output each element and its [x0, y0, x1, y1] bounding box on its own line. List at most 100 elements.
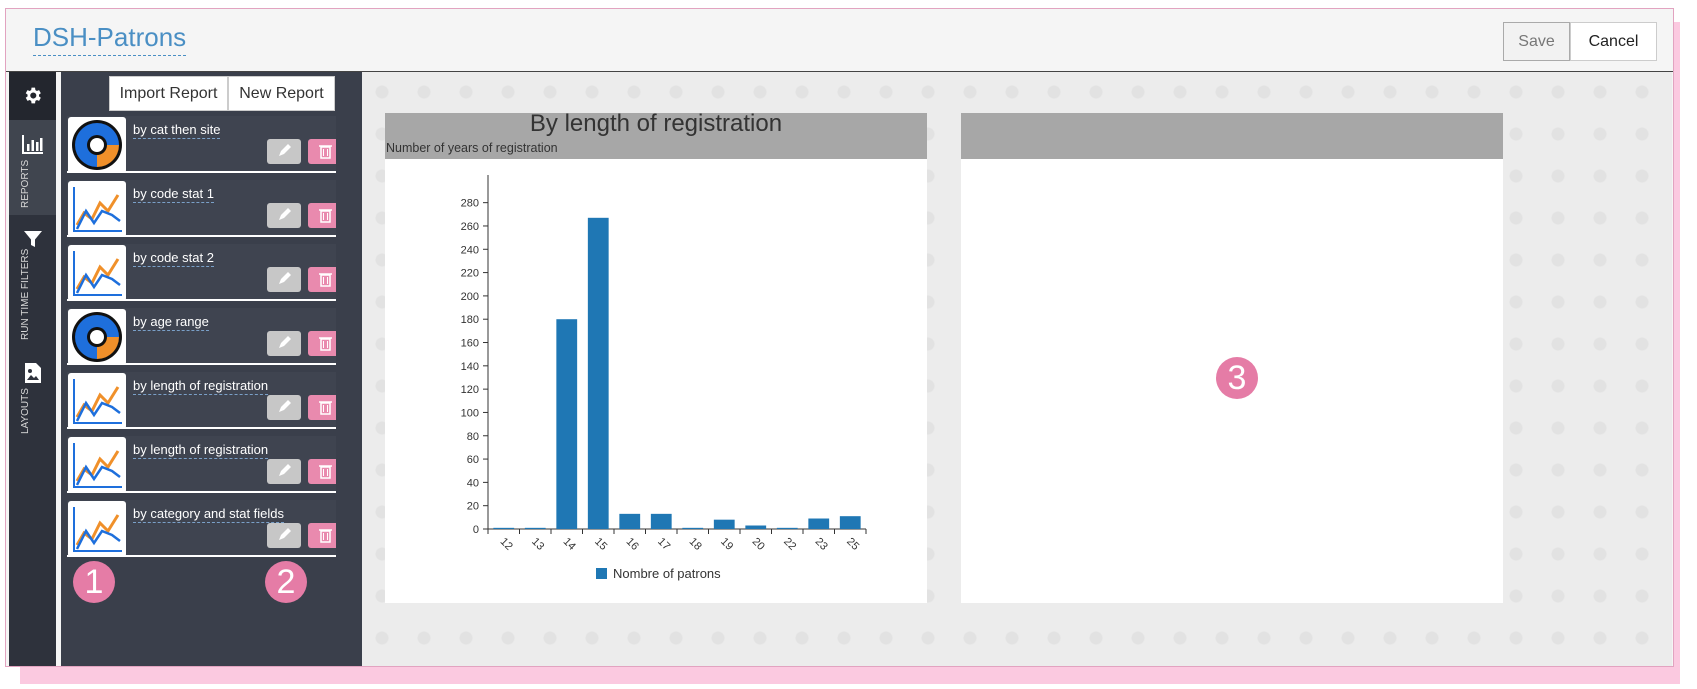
- trash-icon: [319, 529, 332, 543]
- trash-icon: [319, 337, 332, 351]
- pencil-icon: [279, 528, 291, 540]
- trash-icon: [319, 465, 332, 479]
- bar: [682, 527, 704, 529]
- rail-label-layouts: LAYOUTS: [20, 388, 31, 434]
- report-card-label[interactable]: by code stat 1: [133, 186, 214, 203]
- settings-button[interactable]: [9, 72, 56, 120]
- pencil-icon: [279, 208, 291, 220]
- rail-layouts[interactable]: LAYOUTS: [9, 349, 56, 449]
- y-tick-label: 160: [461, 338, 479, 350]
- delete-report-button[interactable]: [308, 267, 336, 292]
- image-icon: [25, 363, 41, 383]
- report-card[interactable]: by code stat 2: [67, 244, 336, 301]
- x-tick-label: 12: [498, 536, 515, 553]
- line-chart-icon: [68, 437, 126, 491]
- legend-swatch: [596, 568, 607, 579]
- x-tick-label: 16: [624, 536, 641, 553]
- edit-report-button[interactable]: [267, 459, 301, 484]
- report-card[interactable]: by category and stat fields: [67, 500, 336, 557]
- y-tick-label: 20: [467, 501, 479, 513]
- bar: [493, 527, 515, 529]
- trash-icon: [319, 145, 332, 159]
- x-tick-label: 22: [781, 536, 798, 553]
- bar: [650, 513, 672, 529]
- report-card-label[interactable]: by category and stat fields: [133, 506, 285, 523]
- report-card-label[interactable]: by age range: [133, 314, 209, 331]
- bar: [839, 516, 861, 529]
- edit-report-button[interactable]: [267, 267, 301, 292]
- rail-reports[interactable]: REPORTS: [9, 120, 56, 215]
- report-card[interactable]: by length of registration: [67, 436, 336, 493]
- x-tick-label: 14: [561, 536, 578, 553]
- y-tick-label: 80: [467, 431, 479, 443]
- rail-run-time-filters[interactable]: RUN TIME FILTERS: [9, 215, 56, 349]
- pencil-icon: [279, 272, 291, 284]
- delete-report-button[interactable]: [308, 203, 336, 228]
- y-tick-label: 120: [461, 384, 479, 396]
- line-chart-icon: [68, 181, 126, 235]
- report-card-label[interactable]: by code stat 2: [133, 250, 214, 267]
- edit-report-button[interactable]: [267, 523, 301, 548]
- new-report-button[interactable]: New Report: [228, 76, 335, 111]
- y-tick-label: 60: [467, 454, 479, 466]
- delete-report-button[interactable]: [308, 139, 336, 164]
- y-tick-label: 0: [473, 524, 479, 536]
- pencil-icon: [279, 400, 291, 412]
- y-tick-label: 280: [461, 198, 479, 210]
- y-tick-label: 220: [461, 268, 479, 280]
- x-tick-label: 13: [529, 536, 546, 553]
- bar: [808, 518, 830, 529]
- bar: [587, 217, 609, 530]
- step-badge-3: 3: [1216, 357, 1258, 399]
- save-button[interactable]: Save: [1503, 22, 1570, 61]
- x-tick-label: 15: [592, 536, 609, 553]
- line-chart-icon: [68, 245, 126, 299]
- delete-report-button[interactable]: [308, 459, 336, 484]
- header-bar: DSH-Patrons Save Cancel: [6, 9, 1673, 72]
- edit-report-button[interactable]: [267, 203, 301, 228]
- empty-widget-header: [961, 113, 1503, 159]
- edit-report-button[interactable]: [267, 331, 301, 356]
- gear-icon: [25, 87, 41, 104]
- report-card[interactable]: by code stat 1: [67, 180, 336, 237]
- chart-widget[interactable]: By length of registration Number of year…: [385, 110, 927, 603]
- line-chart-icon: [68, 373, 126, 427]
- report-card[interactable]: by age range: [67, 308, 336, 365]
- y-tick-label: 140: [461, 361, 479, 373]
- y-tick-label: 100: [461, 407, 479, 419]
- empty-widget[interactable]: 3: [961, 113, 1503, 603]
- trash-icon: [319, 209, 332, 223]
- bar-chart-icon: [22, 135, 43, 154]
- chart-header: By length of registration Number of year…: [385, 110, 927, 159]
- cancel-button[interactable]: Cancel: [1570, 22, 1657, 61]
- dashboard-canvas: By length of registration Number of year…: [362, 72, 1672, 666]
- trash-icon: [319, 273, 332, 287]
- edit-report-button[interactable]: [267, 139, 301, 164]
- x-tick-label: 18: [687, 536, 704, 553]
- delete-report-button[interactable]: [308, 395, 336, 420]
- rail-label-run-time-filters: RUN TIME FILTERS: [20, 248, 31, 340]
- x-tick-label: 25: [844, 536, 861, 553]
- delete-report-button[interactable]: [308, 523, 336, 548]
- import-report-button[interactable]: Import Report: [109, 76, 228, 111]
- delete-report-button[interactable]: [308, 331, 336, 356]
- reports-panel: Import Report New Report by cat then sit…: [61, 72, 362, 666]
- bar-chart: 0 20 40 60 80 100 120 140 160 180 200 220 240 260 280 1…: [461, 175, 867, 581]
- filter-icon: [24, 231, 42, 247]
- x-tick-label: 19: [718, 536, 735, 553]
- report-card-label[interactable]: by cat then site: [133, 122, 221, 139]
- bar: [776, 527, 798, 529]
- pencil-icon: [279, 464, 291, 476]
- report-card-label[interactable]: by length of registration: [133, 442, 269, 459]
- rail-label-reports: REPORTS: [20, 159, 31, 208]
- bar: [619, 513, 641, 529]
- dashboard-title[interactable]: DSH-Patrons: [33, 22, 187, 56]
- donut-chart-icon: [68, 309, 126, 363]
- report-card[interactable]: by cat then site: [67, 116, 336, 173]
- x-tick-label: 20: [750, 536, 767, 553]
- report-card[interactable]: by length of registration: [67, 372, 336, 429]
- report-card-label[interactable]: by length of registration: [133, 378, 269, 395]
- legend-label: Nombre of patrons: [613, 566, 721, 581]
- edit-report-button[interactable]: [267, 395, 301, 420]
- chart-subtitle: Number of years of registration: [386, 141, 558, 155]
